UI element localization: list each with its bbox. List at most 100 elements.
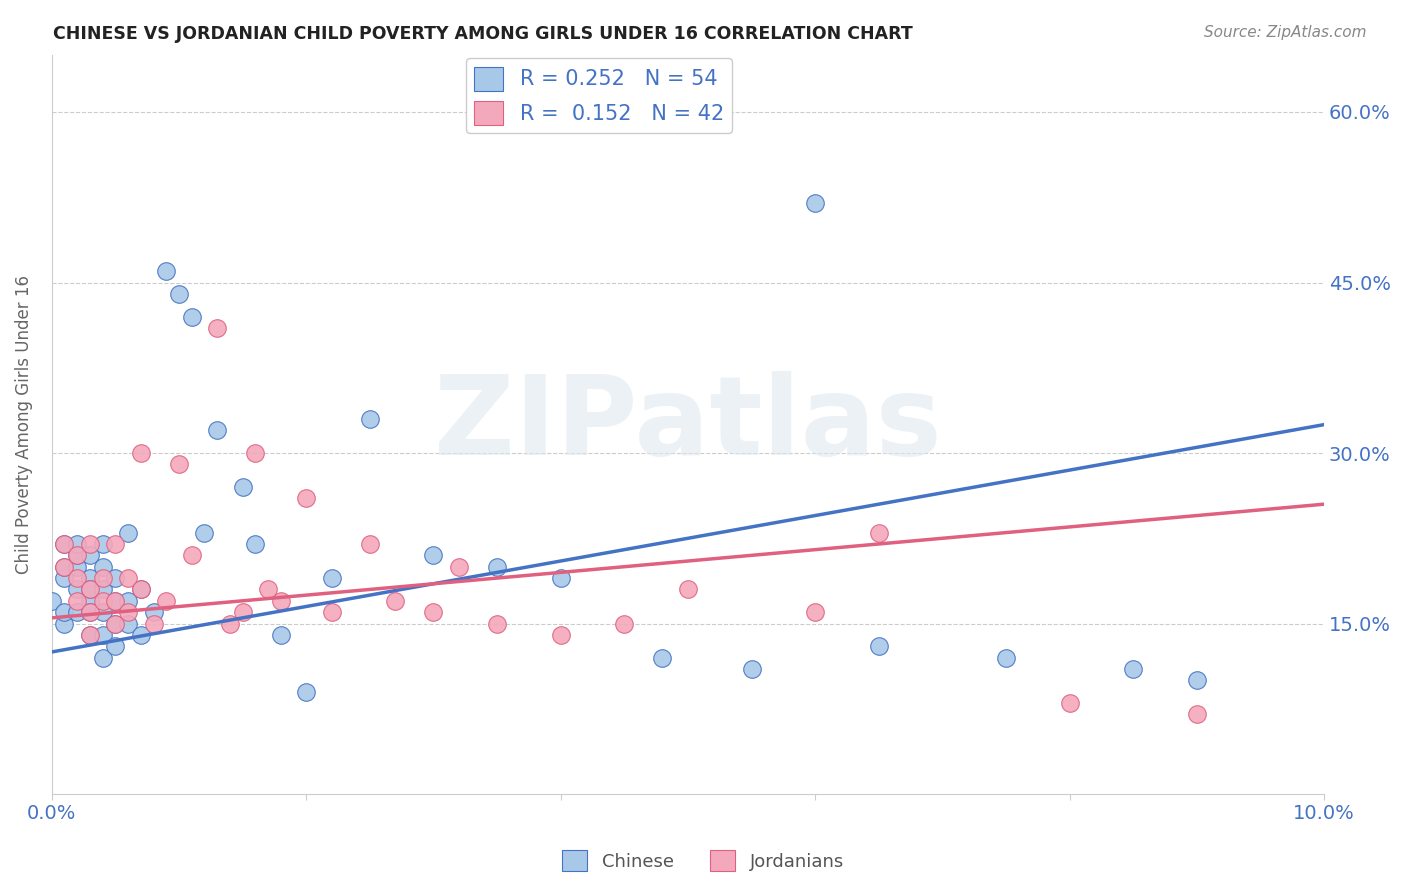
- Point: [79, 628, 101, 642]
- Point: [180, 310, 202, 324]
- Point: [232, 480, 254, 494]
- Point: [66, 559, 89, 574]
- Point: [295, 491, 318, 506]
- Point: [167, 458, 190, 472]
- Point: [321, 605, 343, 619]
- Point: [550, 628, 572, 642]
- Point: [79, 605, 101, 619]
- Point: [41, 594, 63, 608]
- Point: [117, 571, 139, 585]
- Point: [1185, 673, 1208, 688]
- Point: [167, 286, 190, 301]
- Point: [104, 616, 127, 631]
- Point: [804, 605, 827, 619]
- Point: [104, 594, 127, 608]
- Point: [79, 582, 101, 597]
- Point: [91, 628, 114, 642]
- Point: [486, 616, 509, 631]
- Point: [142, 616, 165, 631]
- Point: [422, 549, 444, 563]
- Point: [180, 549, 202, 563]
- Point: [79, 582, 101, 597]
- Point: [117, 605, 139, 619]
- Point: [53, 537, 76, 551]
- Point: [1059, 696, 1081, 710]
- Point: [422, 605, 444, 619]
- Point: [91, 559, 114, 574]
- Point: [79, 594, 101, 608]
- Point: [868, 640, 890, 654]
- Point: [257, 582, 280, 597]
- Point: [321, 571, 343, 585]
- Point: [270, 594, 292, 608]
- Point: [741, 662, 763, 676]
- Point: [205, 321, 228, 335]
- Point: [66, 605, 89, 619]
- Y-axis label: Child Poverty Among Girls Under 16: Child Poverty Among Girls Under 16: [15, 275, 32, 574]
- Point: [359, 412, 381, 426]
- Point: [104, 640, 127, 654]
- Point: [79, 549, 101, 563]
- Point: [129, 446, 152, 460]
- Text: Source: ZipAtlas.com: Source: ZipAtlas.com: [1204, 25, 1367, 40]
- Point: [676, 582, 699, 597]
- Point: [79, 628, 101, 642]
- Point: [66, 571, 89, 585]
- Point: [142, 605, 165, 619]
- Point: [486, 559, 509, 574]
- Point: [129, 628, 152, 642]
- Point: [550, 571, 572, 585]
- Point: [66, 537, 89, 551]
- Point: [79, 605, 101, 619]
- Point: [91, 582, 114, 597]
- Point: [104, 537, 127, 551]
- Point: [219, 616, 242, 631]
- Legend: R = 0.252   N = 54, R =  0.152   N = 42: R = 0.252 N = 54, R = 0.152 N = 42: [465, 58, 733, 134]
- Point: [104, 571, 127, 585]
- Point: [91, 650, 114, 665]
- Point: [155, 264, 177, 278]
- Point: [91, 571, 114, 585]
- Point: [66, 594, 89, 608]
- Point: [91, 605, 114, 619]
- Point: [104, 594, 127, 608]
- Point: [384, 594, 406, 608]
- Point: [53, 537, 76, 551]
- Point: [79, 537, 101, 551]
- Point: [117, 616, 139, 631]
- Text: CHINESE VS JORDANIAN CHILD POVERTY AMONG GIRLS UNDER 16 CORRELATION CHART: CHINESE VS JORDANIAN CHILD POVERTY AMONG…: [53, 25, 912, 43]
- Point: [1122, 662, 1144, 676]
- Point: [868, 525, 890, 540]
- Point: [1185, 707, 1208, 722]
- Point: [995, 650, 1018, 665]
- Point: [205, 423, 228, 437]
- Point: [447, 559, 470, 574]
- Legend: Chinese, Jordanians: Chinese, Jordanians: [555, 843, 851, 879]
- Point: [91, 537, 114, 551]
- Point: [53, 559, 76, 574]
- Point: [53, 616, 76, 631]
- Point: [651, 650, 673, 665]
- Point: [359, 537, 381, 551]
- Point: [804, 195, 827, 210]
- Point: [66, 582, 89, 597]
- Point: [117, 594, 139, 608]
- Point: [129, 582, 152, 597]
- Point: [66, 549, 89, 563]
- Point: [193, 525, 215, 540]
- Point: [232, 605, 254, 619]
- Point: [613, 616, 636, 631]
- Point: [129, 582, 152, 597]
- Point: [270, 628, 292, 642]
- Point: [104, 616, 127, 631]
- Point: [117, 525, 139, 540]
- Point: [155, 594, 177, 608]
- Point: [79, 571, 101, 585]
- Point: [53, 559, 76, 574]
- Point: [91, 594, 114, 608]
- Point: [245, 446, 267, 460]
- Point: [53, 571, 76, 585]
- Text: ZIPatlas: ZIPatlas: [434, 371, 942, 478]
- Point: [66, 549, 89, 563]
- Point: [53, 605, 76, 619]
